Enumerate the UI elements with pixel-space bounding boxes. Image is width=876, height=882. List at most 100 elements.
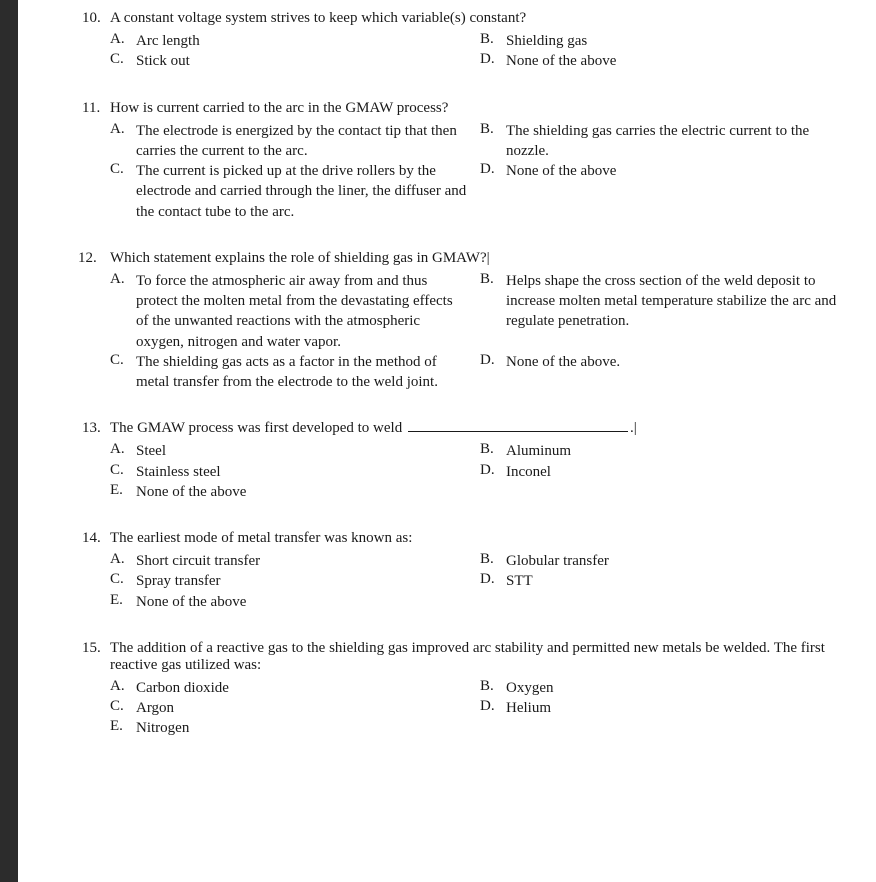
question-number: 13. xyxy=(82,420,110,437)
option-a: A. The electrode is energized by the con… xyxy=(110,121,480,162)
option-text: Aluminum xyxy=(506,441,848,461)
option-text: Steel xyxy=(136,441,468,461)
option-b: B. Helps shape the cross section of the … xyxy=(480,271,860,352)
option-letter: C. xyxy=(110,352,136,369)
option-letter: D. xyxy=(480,161,506,178)
question-stem: The GMAW process was first developed to … xyxy=(110,420,876,437)
option-letter: A. xyxy=(110,678,136,695)
option-text: Stainless steel xyxy=(136,462,468,482)
question-number: 10. xyxy=(82,10,110,27)
option-text: None of the above xyxy=(136,482,468,502)
option-text: Arc length xyxy=(136,31,468,51)
option-a: A. To force the atmospheric air away fro… xyxy=(110,271,480,352)
option-c: C. Stick out xyxy=(110,51,480,71)
option-text: The electrode is energized by the contac… xyxy=(136,121,468,162)
option-text: The shielding gas carries the electric c… xyxy=(506,121,848,162)
option-text: Stick out xyxy=(136,51,468,71)
option-letter: D. xyxy=(480,698,506,715)
option-text: STT xyxy=(506,571,848,591)
option-d: D. None of the above xyxy=(480,51,860,71)
option-letter: E. xyxy=(110,718,136,735)
option-letter: E. xyxy=(110,592,136,609)
question-11: 11. How is current carried to the arc in… xyxy=(18,100,876,222)
option-letter: A. xyxy=(110,551,136,568)
option-b: B. Shielding gas xyxy=(480,31,860,51)
option-letter: E. xyxy=(110,482,136,499)
option-e: E. None of the above xyxy=(110,592,480,612)
option-text: None of the above xyxy=(506,51,848,71)
option-text: Carbon dioxide xyxy=(136,678,468,698)
dark-sidebar xyxy=(0,0,18,882)
document-page: 10. A constant voltage system strives to… xyxy=(18,0,876,882)
option-letter: C. xyxy=(110,462,136,479)
option-text: None of the above xyxy=(136,592,468,612)
option-d: D. Helium xyxy=(480,698,860,718)
option-text: None of the above xyxy=(506,161,848,181)
option-d: D. None of the above xyxy=(480,161,860,222)
option-letter: A. xyxy=(110,121,136,138)
option-e: E. None of the above xyxy=(110,482,480,502)
option-letter: B. xyxy=(480,121,506,138)
option-letter: B. xyxy=(480,271,506,288)
option-c: C. The shielding gas acts as a factor in… xyxy=(110,352,480,393)
question-stem: The addition of a reactive gas to the sh… xyxy=(110,640,876,674)
question-number: 12. xyxy=(78,250,110,267)
option-letter: A. xyxy=(110,441,136,458)
question-number: 15. xyxy=(82,640,110,674)
option-text: The current is picked up at the drive ro… xyxy=(136,161,468,222)
option-a: A. Arc length xyxy=(110,31,480,51)
question-stem: How is current carried to the arc in the… xyxy=(110,100,876,117)
option-d: D. STT xyxy=(480,571,860,591)
option-text: Helps shape the cross section of the wel… xyxy=(506,271,848,332)
question-stem: A constant voltage system strives to kee… xyxy=(110,10,876,27)
option-letter: A. xyxy=(110,31,136,48)
option-text: To force the atmospheric air away from a… xyxy=(136,271,468,352)
option-text: None of the above. xyxy=(506,352,848,372)
option-text: Oxygen xyxy=(506,678,848,698)
question-number: 11. xyxy=(82,100,110,117)
option-a: A. Carbon dioxide xyxy=(110,678,480,698)
option-b: B. Oxygen xyxy=(480,678,860,698)
option-letter: C. xyxy=(110,161,136,178)
option-letter: C. xyxy=(110,698,136,715)
question-10: 10. A constant voltage system strives to… xyxy=(18,10,876,72)
option-c: C. Stainless steel xyxy=(110,462,480,482)
option-b: B. Globular transfer xyxy=(480,551,860,571)
option-text: Shielding gas xyxy=(506,31,848,51)
option-text: Short circuit transfer xyxy=(136,551,468,571)
question-13: 13. The GMAW process was first developed… xyxy=(18,420,876,502)
option-c: C. The current is picked up at the drive… xyxy=(110,161,480,222)
option-c: C. Spray transfer xyxy=(110,571,480,591)
option-letter: D. xyxy=(480,352,506,369)
question-12: 12. Which statement explains the role of… xyxy=(18,250,876,393)
option-d: D. None of the above. xyxy=(480,352,860,393)
option-text: Spray transfer xyxy=(136,571,468,591)
option-text: The shielding gas acts as a factor in th… xyxy=(136,352,468,393)
option-letter: B. xyxy=(480,678,506,695)
option-letter: B. xyxy=(480,441,506,458)
option-letter: C. xyxy=(110,571,136,588)
question-stem: The earliest mode of metal transfer was … xyxy=(110,530,876,547)
option-letter: B. xyxy=(480,31,506,48)
option-d: D. Inconel xyxy=(480,462,860,482)
option-a: A. Steel xyxy=(110,441,480,461)
option-letter: C. xyxy=(110,51,136,68)
option-a: A. Short circuit transfer xyxy=(110,551,480,571)
question-number: 14. xyxy=(82,530,110,547)
option-letter: D. xyxy=(480,571,506,588)
option-text: Argon xyxy=(136,698,468,718)
option-text: Nitrogen xyxy=(136,718,468,738)
question-stem: Which statement explains the role of shi… xyxy=(110,250,876,267)
option-c: C. Argon xyxy=(110,698,480,718)
option-e: E. Nitrogen xyxy=(110,718,480,738)
option-letter: D. xyxy=(480,51,506,68)
option-letter: A. xyxy=(110,271,136,288)
question-14: 14. The earliest mode of metal transfer … xyxy=(18,530,876,612)
option-letter: D. xyxy=(480,462,506,479)
option-b: B. The shielding gas carries the electri… xyxy=(480,121,860,162)
option-text: Helium xyxy=(506,698,848,718)
option-text: Inconel xyxy=(506,462,848,482)
stem-post: .| xyxy=(630,420,637,436)
option-b: B. Aluminum xyxy=(480,441,860,461)
option-letter: B. xyxy=(480,551,506,568)
